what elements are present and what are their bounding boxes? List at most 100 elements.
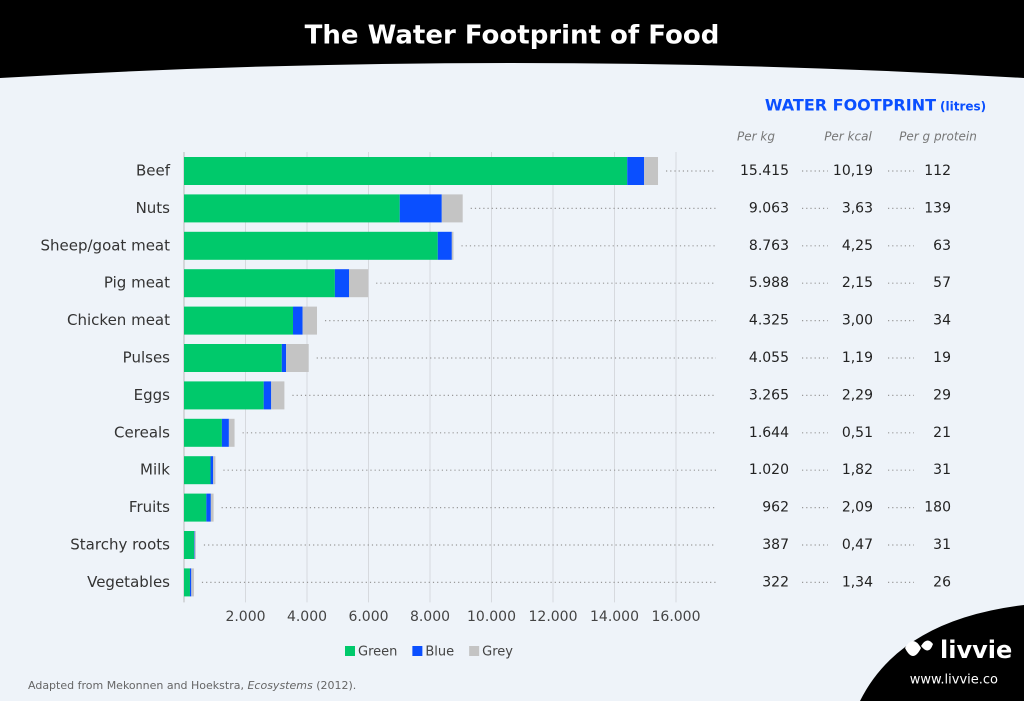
bar-segment — [213, 456, 216, 485]
bar-segment — [293, 306, 303, 335]
column-header: Per kcal — [824, 130, 872, 144]
table-cell: 0,47 — [842, 537, 873, 553]
x-tick-label: 16.000 — [652, 609, 701, 625]
bar-segment — [206, 493, 211, 522]
category-label: Beef — [136, 162, 171, 180]
table-cell: 3.265 — [749, 387, 789, 403]
bar-segment — [441, 194, 463, 223]
bar-segment — [644, 157, 659, 185]
table-cell: 15.415 — [740, 163, 789, 179]
legend-label: Blue — [425, 645, 454, 660]
bar-segment — [184, 194, 400, 223]
table-cell: 1.644 — [749, 425, 789, 441]
category-label: Milk — [140, 461, 170, 479]
bar-segment — [194, 531, 196, 559]
bar-segment — [184, 531, 195, 559]
table-cell: 1.020 — [749, 462, 789, 478]
category-label: Pulses — [123, 349, 170, 367]
legend-swatch — [412, 646, 423, 656]
table-cell: 180 — [924, 500, 951, 516]
table-cell: 3,63 — [842, 200, 873, 216]
legend-swatch — [345, 646, 355, 656]
table-cell: 2,15 — [842, 275, 873, 291]
bar-segment — [210, 493, 214, 522]
category-label: Eggs — [134, 386, 171, 404]
category-label: Starchy roots — [70, 536, 170, 554]
bar-segment — [451, 231, 454, 260]
table-unit: (litres) — [940, 100, 986, 114]
bar-segment — [228, 418, 235, 447]
category-label: Fruits — [129, 498, 170, 516]
table-cell: 19 — [933, 350, 951, 366]
table-cell: 322 — [762, 574, 789, 590]
source-text: Adapted from Mekonnen and Hoekstra, — [28, 679, 247, 692]
bar-segment — [184, 231, 438, 260]
brand-banner — [860, 605, 1024, 701]
table-cell: 4.055 — [749, 350, 789, 366]
table-cell: 0,51 — [842, 425, 873, 441]
table-cell: 10,19 — [833, 163, 873, 179]
table-cell: 2,09 — [842, 500, 873, 516]
table-cell: 21 — [933, 425, 951, 441]
x-tick-label: 10.000 — [467, 609, 516, 625]
bar-segment — [210, 456, 214, 485]
bar-segment — [184, 306, 294, 335]
bar-segment — [286, 344, 309, 372]
table-cell: 9.063 — [749, 200, 789, 216]
bar-segment — [399, 194, 442, 223]
brand-logo — [905, 640, 933, 656]
bar-segment — [184, 568, 190, 597]
x-tick-label: 8.000 — [410, 609, 450, 625]
table-cell: 4.325 — [749, 313, 789, 329]
table-cell: 2,29 — [842, 387, 873, 403]
table-cell: 5.988 — [749, 275, 789, 291]
source-note: Adapted from Mekonnen and Hoekstra, Ecos… — [28, 679, 356, 692]
column-header: Per g protein — [899, 130, 977, 144]
table-cell: 26 — [933, 574, 951, 590]
table-cell: 8.763 — [749, 238, 789, 254]
bar-segment — [437, 231, 452, 260]
table-cell: 31 — [933, 537, 951, 553]
category-label: Pig meat — [104, 274, 170, 292]
x-tick-label: 12.000 — [529, 609, 578, 625]
table-title: WATER FOOTPRINT — [765, 96, 936, 115]
category-label: Chicken meat — [67, 311, 170, 329]
bar-segment — [349, 269, 369, 298]
table-cell: 1,34 — [842, 574, 873, 590]
chart-title: The Water Footprint of Food — [305, 21, 720, 51]
legend-swatch — [469, 646, 480, 656]
category-label: Vegetables — [87, 573, 170, 591]
bar-segment — [627, 157, 645, 185]
table-cell: 962 — [762, 500, 789, 516]
x-tick-label: 2.000 — [225, 609, 265, 625]
bar-segment — [281, 344, 287, 372]
bar-segment — [302, 306, 317, 335]
legend-label: Grey — [482, 645, 513, 660]
bar-segment — [184, 381, 264, 410]
brand-name: livvie — [940, 636, 1012, 664]
table-cell: 1,19 — [842, 350, 873, 366]
bar-segment — [184, 418, 222, 447]
bar-segment — [184, 493, 207, 522]
bar-segment — [184, 269, 335, 298]
table-cell: 34 — [933, 313, 951, 329]
bar-segment — [184, 344, 282, 372]
x-tick-label: 6.000 — [348, 609, 388, 625]
table-cell: 4,25 — [842, 238, 873, 254]
x-tick-label: 14.000 — [590, 609, 639, 625]
table-cell: 3,00 — [842, 313, 873, 329]
category-label: Cereals — [114, 423, 170, 441]
bar-segment — [191, 568, 194, 597]
category-label: Sheep/goat meat — [40, 236, 170, 254]
bar-segment — [184, 157, 628, 185]
bar-segment — [334, 269, 350, 298]
table-cell: 139 — [924, 200, 951, 216]
table-cell: 112 — [924, 163, 951, 179]
table-cell: 63 — [933, 238, 951, 254]
table-cell: 1,82 — [842, 462, 873, 478]
source-journal: Ecosystems — [247, 679, 312, 692]
table-cell: 29 — [933, 387, 951, 403]
table-cell: 57 — [933, 275, 951, 291]
